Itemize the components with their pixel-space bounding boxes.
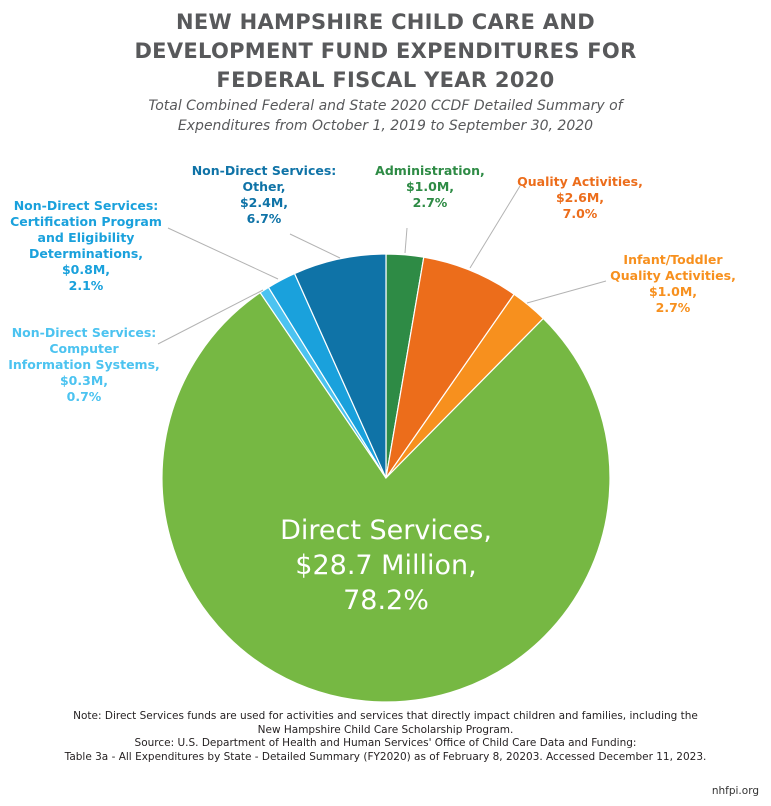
leader-lines xyxy=(157,185,607,345)
brand-url: nhfpi.org xyxy=(711,785,759,797)
label-line: $2.4M, xyxy=(240,195,288,210)
label-line: 2.7% xyxy=(413,195,448,210)
label-line: 2.7% xyxy=(656,300,691,315)
label-line: Other, xyxy=(242,179,285,194)
label-infant-toddler-quality-activities: Infant/Toddler Quality Activities, $1.0M, 2… xyxy=(610,252,736,315)
title-line: FEDERAL FISCAL YEAR 2020 xyxy=(216,68,555,92)
label-line: Computer xyxy=(49,341,119,356)
label-line: $28.7 Million, xyxy=(295,550,476,581)
label-line: Information Systems, xyxy=(8,357,160,372)
label-line: 0.7% xyxy=(67,389,102,404)
chart-subtitle: Total Combined Federal and State 2020 CC… xyxy=(0,96,771,136)
leader-line xyxy=(157,289,264,345)
note-line: Note: Direct Services funds are used for… xyxy=(73,710,698,722)
leader-line xyxy=(526,280,607,304)
chart-notes: Note: Direct Services funds are used for… xyxy=(0,710,771,764)
label-line: Administration, xyxy=(375,163,485,178)
slice-non-direct-services-other xyxy=(293,253,387,479)
label-line: Direct Services, xyxy=(280,515,492,546)
label-line: Non-Direct Services: xyxy=(14,198,159,213)
label-line: Non-Direct Services: xyxy=(192,163,337,178)
label-line: 78.2% xyxy=(343,585,429,616)
leader-line xyxy=(289,233,341,259)
label-line: Quality Activities, xyxy=(517,174,643,189)
label-line: Determinations, xyxy=(29,246,143,261)
leader-line xyxy=(167,227,279,280)
label-direct-services: Direct Services, $28.7 Million, 78.2% xyxy=(280,515,492,616)
label-line: Infant/Toddler xyxy=(623,252,723,267)
chart-title: NEW HAMPSHIRE CHILD CARE AND DEVELOPMENT… xyxy=(0,8,771,95)
label-line: and Eligibility xyxy=(38,230,135,245)
label-line: $0.3M, xyxy=(60,373,108,388)
label-line: 6.7% xyxy=(247,211,282,226)
subtitle-line: Expenditures from October 1, 2019 to Sep… xyxy=(177,118,594,134)
label-line: Quality Activities, xyxy=(610,268,736,283)
note-line: Table 3a - All Expenditures by State - D… xyxy=(64,750,707,763)
label-administration: Administration, $1.0M, 2.7% xyxy=(375,163,485,210)
label-line: $2.6M, xyxy=(556,190,604,205)
leader-line xyxy=(404,227,408,254)
slice-direct-services xyxy=(161,291,611,703)
note-line: Source: U.S. Department of Health and Hu… xyxy=(134,737,637,749)
subtitle-line: Total Combined Federal and State 2020 CC… xyxy=(148,98,623,114)
label-line: $1.0M, xyxy=(649,284,697,299)
label-non-direct-services-computer-information-systems: Non-Direct Services: Computer Information … xyxy=(8,325,160,404)
label-quality-activities: Quality Activities, $2.6M, 7.0% xyxy=(517,174,643,221)
label-line: Certification Program xyxy=(10,214,162,229)
label-non-direct-services-certification-program-and-eligibility-determinations: Non-Direct Services: Certification Progra… xyxy=(10,198,162,293)
leader-line xyxy=(469,185,521,269)
label-line: 2.1% xyxy=(69,278,104,293)
pie-slices xyxy=(161,253,611,703)
note-line: New Hampshire Child Care Scholarship Pro… xyxy=(257,723,514,736)
label-line: $0.8M, xyxy=(62,262,110,277)
title-line: DEVELOPMENT FUND EXPENDITURES FOR xyxy=(134,39,637,63)
label-non-direct-services-other: Non-Direct Services: Other, $2.4M, 6.7% xyxy=(192,163,337,226)
slice-labels: Administration, $1.0M, 2.7%Quality Activit… xyxy=(8,163,736,616)
title-line: NEW HAMPSHIRE CHILD CARE AND xyxy=(176,10,595,34)
label-line: $1.0M, xyxy=(406,179,454,194)
label-line: Non-Direct Services: xyxy=(12,325,157,340)
label-line: 7.0% xyxy=(563,206,598,221)
